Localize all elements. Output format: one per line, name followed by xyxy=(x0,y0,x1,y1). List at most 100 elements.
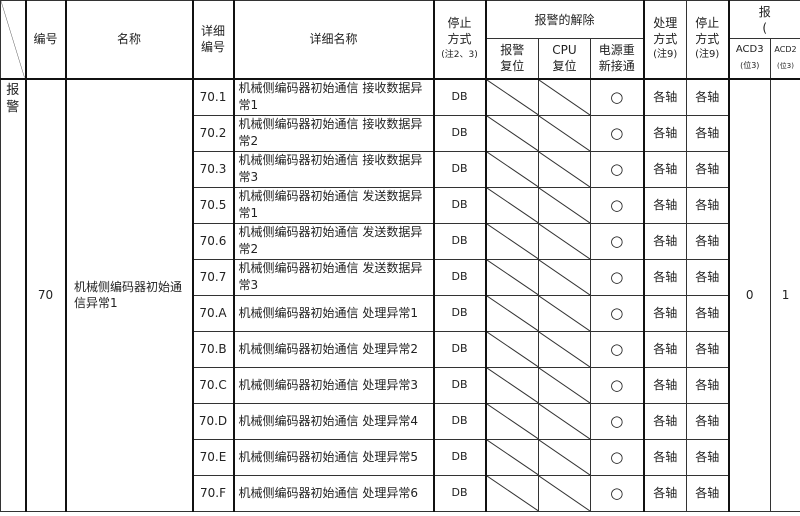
alarm-reset-na xyxy=(484,222,539,260)
stop-method: DB xyxy=(432,150,486,188)
process-method: 各轴 xyxy=(642,258,687,296)
stop-method: DB xyxy=(432,258,486,296)
cpu-reset-na xyxy=(538,186,591,224)
stop-method: DB xyxy=(432,186,486,224)
cpu-reset-na xyxy=(538,114,591,152)
corner-cell xyxy=(0,0,26,80)
cpu-reset-na xyxy=(538,474,591,512)
process-method: 各轴 xyxy=(642,222,687,260)
category-cell: 报警 xyxy=(0,78,26,512)
table-row: 70.B 机械侧编码器初始通信 处理异常2 DB ○ 各轴 各轴 xyxy=(1,330,800,368)
table-row: 70.D 机械侧编码器初始通信 处理异常4 DB ○ 各轴 各轴 xyxy=(1,402,800,440)
stop-method2: 各轴 xyxy=(686,366,729,404)
detail-name: 机械侧编码器初始通信 发送数据异常1 xyxy=(232,186,434,224)
detail-name: 机械侧编码器初始通信 处理异常2 xyxy=(232,330,434,368)
header-process-method: 处理方式 (注9) xyxy=(642,0,687,80)
cpu-reset-na xyxy=(538,330,591,368)
cpu-reset-na xyxy=(538,366,591,404)
stop-method2: 各轴 xyxy=(686,114,729,152)
stop-method: DB xyxy=(432,222,486,260)
stop-method2: 各轴 xyxy=(686,150,729,188)
power-cycle-mark: ○ xyxy=(590,366,644,404)
power-cycle-mark: ○ xyxy=(590,402,644,440)
power-cycle-mark: ○ xyxy=(590,114,644,152)
power-cycle-mark: ○ xyxy=(590,330,644,368)
stop-method: DB xyxy=(432,294,486,332)
stop-method: DB xyxy=(432,402,486,440)
detail-name: 机械侧编码器初始通信 接收数据异常3 xyxy=(232,150,434,188)
stop-method: DB xyxy=(432,474,486,512)
cpu-reset-na xyxy=(538,78,591,116)
detail-name: 机械侧编码器初始通信 处理异常1 xyxy=(232,294,434,332)
power-cycle-mark: ○ xyxy=(590,222,644,260)
stop-method2: 各轴 xyxy=(686,474,729,512)
header-alarm-clear: 报警的解除 xyxy=(484,0,644,39)
process-method: 各轴 xyxy=(642,366,687,404)
header-alarm-reset: 报警复位 xyxy=(484,38,539,80)
process-method: 各轴 xyxy=(642,114,687,152)
stop-method2: 各轴 xyxy=(686,222,729,260)
cpu-reset-na xyxy=(538,150,591,188)
table-row: 报警 70 机械侧编码器初始通信异常1 70.1 机械侧编码器初始通信 接收数据异常1 D… xyxy=(0,78,800,512)
header-detail-no: 详细编号 xyxy=(191,0,234,80)
power-cycle-mark: ○ xyxy=(590,150,644,188)
stop-method2: 各轴 xyxy=(686,78,729,116)
table-row: 70.E 机械侧编码器初始通信 处理异常5 DB ○ 各轴 各轴 xyxy=(1,438,800,476)
header-acd2: ACD2 (位3) xyxy=(769,38,800,80)
detail-name: 机械侧编码器初始通信 处理异常3 xyxy=(232,366,434,404)
detail-name: 机械侧编码器初始通信 处理异常4 xyxy=(232,402,434,440)
header-stop-method2: 停止方式 (注9) xyxy=(686,0,729,80)
alarm-reset-na xyxy=(484,366,539,404)
detail-no: 70.3 xyxy=(191,150,234,188)
process-method: 各轴 xyxy=(642,294,687,332)
power-cycle-mark: ○ xyxy=(590,474,644,512)
alarm-reset-na xyxy=(484,258,539,296)
power-cycle-mark: ○ xyxy=(590,186,644,224)
detail-no: 70.C xyxy=(191,366,234,404)
detail-no: 70.5 xyxy=(191,186,234,224)
header-cpu-reset: CPU复位 xyxy=(538,38,591,80)
alarm-reset-na xyxy=(484,474,539,512)
detail-no: 70.1 xyxy=(191,78,234,116)
process-method: 各轴 xyxy=(642,186,687,224)
stop-method: DB xyxy=(432,114,486,152)
stop-method2: 各轴 xyxy=(686,186,729,224)
detail-name: 机械侧编码器初始通信 处理异常6 xyxy=(232,474,434,512)
header-acd3: ACD3 (位3) xyxy=(727,38,771,80)
table-row: 70.F 机械侧编码器初始通信 处理异常6 DB ○ 各轴 各轴 xyxy=(1,474,800,512)
header-detail-name: 详细名称 xyxy=(232,0,434,80)
cpu-reset-na xyxy=(538,222,591,260)
power-cycle-mark: ○ xyxy=(590,438,644,476)
cpu-reset-na xyxy=(538,294,591,332)
process-method: 各轴 xyxy=(642,150,687,188)
cpu-reset-na xyxy=(538,438,591,476)
detail-name: 机械侧编码器初始通信 接收数据异常2 xyxy=(232,114,434,152)
stop-method: DB xyxy=(432,438,486,476)
process-method: 各轴 xyxy=(642,438,687,476)
header-alarm-code: 报( xyxy=(727,0,800,39)
cpu-reset-na xyxy=(538,258,591,296)
stop-method: DB xyxy=(432,366,486,404)
alarm-name: 机械侧编码器初始通信异常1 xyxy=(64,78,193,512)
detail-name: 机械侧编码器初始通信 发送数据异常3 xyxy=(232,258,434,296)
header-stop-method: 停止方式 (注2、3) xyxy=(432,0,486,80)
cpu-reset-na xyxy=(538,402,591,440)
alarm-reset-na xyxy=(484,186,539,224)
alarm-reset-na xyxy=(484,78,539,116)
alarm-reset-na xyxy=(484,402,539,440)
table-row: 70.3 机械侧编码器初始通信 接收数据异常3 DB ○ 各轴 各轴 xyxy=(1,150,800,188)
detail-no: 70.F xyxy=(191,474,234,512)
alarm-reset-na xyxy=(484,294,539,332)
table-row: 70.A 机械侧编码器初始通信 处理异常1 DB ○ 各轴 各轴 xyxy=(1,294,800,332)
detail-no: 70.A xyxy=(191,294,234,332)
alarm-reset-na xyxy=(484,330,539,368)
alarm-reset-na xyxy=(484,114,539,152)
detail-no: 70.B xyxy=(191,330,234,368)
process-method: 各轴 xyxy=(642,78,687,116)
alarm-reset-na xyxy=(484,150,539,188)
detail-no: 70.E xyxy=(191,438,234,476)
process-method: 各轴 xyxy=(642,474,687,512)
stop-method2: 各轴 xyxy=(686,438,729,476)
stop-method2: 各轴 xyxy=(686,258,729,296)
